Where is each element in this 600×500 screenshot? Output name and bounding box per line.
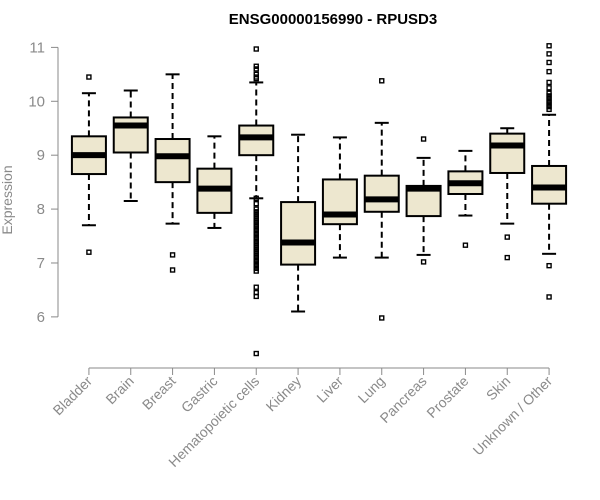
- outlier-point: [420, 259, 427, 265]
- outlier-point: [86, 74, 92, 80]
- y-tick-label: 8: [37, 201, 45, 218]
- x-tick-label: Prostate: [423, 373, 471, 421]
- y-tick-label: 9: [37, 147, 45, 164]
- y-tick-label: 11: [29, 39, 45, 56]
- x-tick-label: Kidney: [263, 373, 305, 415]
- x-tick-label: Brain: [102, 373, 136, 407]
- outlier-point: [379, 315, 385, 321]
- box-group: [112, 89, 149, 202]
- outlier-point: [546, 85, 552, 91]
- outlier-point: [546, 262, 552, 269]
- x-tick-label: Lung: [355, 373, 388, 406]
- outlier-point: [462, 242, 469, 248]
- outlier-point: [253, 75, 259, 82]
- box-group: [405, 136, 442, 265]
- x-tick-label: Breast: [139, 373, 179, 413]
- outlier-point: [253, 350, 259, 357]
- box-group: [321, 136, 358, 259]
- outlier-point: [169, 267, 176, 273]
- outlier-point: [546, 79, 552, 86]
- outlier-point: [546, 68, 552, 75]
- outlier-point: [546, 106, 552, 113]
- outlier-point: [420, 136, 427, 142]
- box-group: [154, 73, 191, 273]
- x-tick-label: Pancreas: [377, 373, 430, 426]
- x-tick-label: Unknown / Other: [470, 373, 556, 459]
- outlier-point: [379, 78, 385, 84]
- x-tick-label: Liver: [313, 373, 346, 406]
- y-tick-label: 6: [37, 309, 45, 326]
- outlier-point: [546, 43, 552, 49]
- iqr-box: [363, 174, 400, 213]
- outlier-point: [504, 234, 510, 240]
- y-axis-label: Expression: [0, 165, 15, 234]
- outlier-point: [504, 254, 510, 261]
- box-group: [238, 46, 275, 357]
- box-group: [447, 149, 484, 248]
- outlier-point: [253, 46, 259, 52]
- outlier-point: [253, 268, 259, 274]
- box-group: [196, 135, 233, 229]
- outlier-point: [546, 51, 552, 57]
- outlier-point: [169, 252, 176, 258]
- x-tick-label: Bladder: [50, 373, 96, 419]
- outlier-point: [253, 293, 259, 300]
- iqr-box: [489, 132, 526, 174]
- outlier-point: [546, 294, 552, 300]
- chart-title: ENSG00000156990 - RPUSD3: [229, 11, 437, 28]
- x-tick-label: Skin: [483, 373, 514, 404]
- box-group: [531, 43, 568, 300]
- box-group: [280, 133, 317, 313]
- box-group: [363, 78, 400, 321]
- iqr-box: [154, 138, 191, 184]
- box-group: [489, 127, 526, 261]
- outlier-point: [546, 59, 552, 66]
- iqr-box: [280, 201, 317, 266]
- outlier-point: [253, 66, 259, 72]
- outlier-point: [253, 195, 259, 202]
- outlier-point: [253, 284, 259, 290]
- box-group: [70, 74, 107, 255]
- outlier-point: [86, 249, 92, 255]
- plot-area: [70, 43, 568, 357]
- outlier-point: [253, 200, 259, 207]
- y-tick-label: 10: [28, 93, 45, 110]
- y-axis: 6 7 8 9 10 11: [28, 39, 59, 326]
- y-tick-label: 7: [37, 255, 45, 272]
